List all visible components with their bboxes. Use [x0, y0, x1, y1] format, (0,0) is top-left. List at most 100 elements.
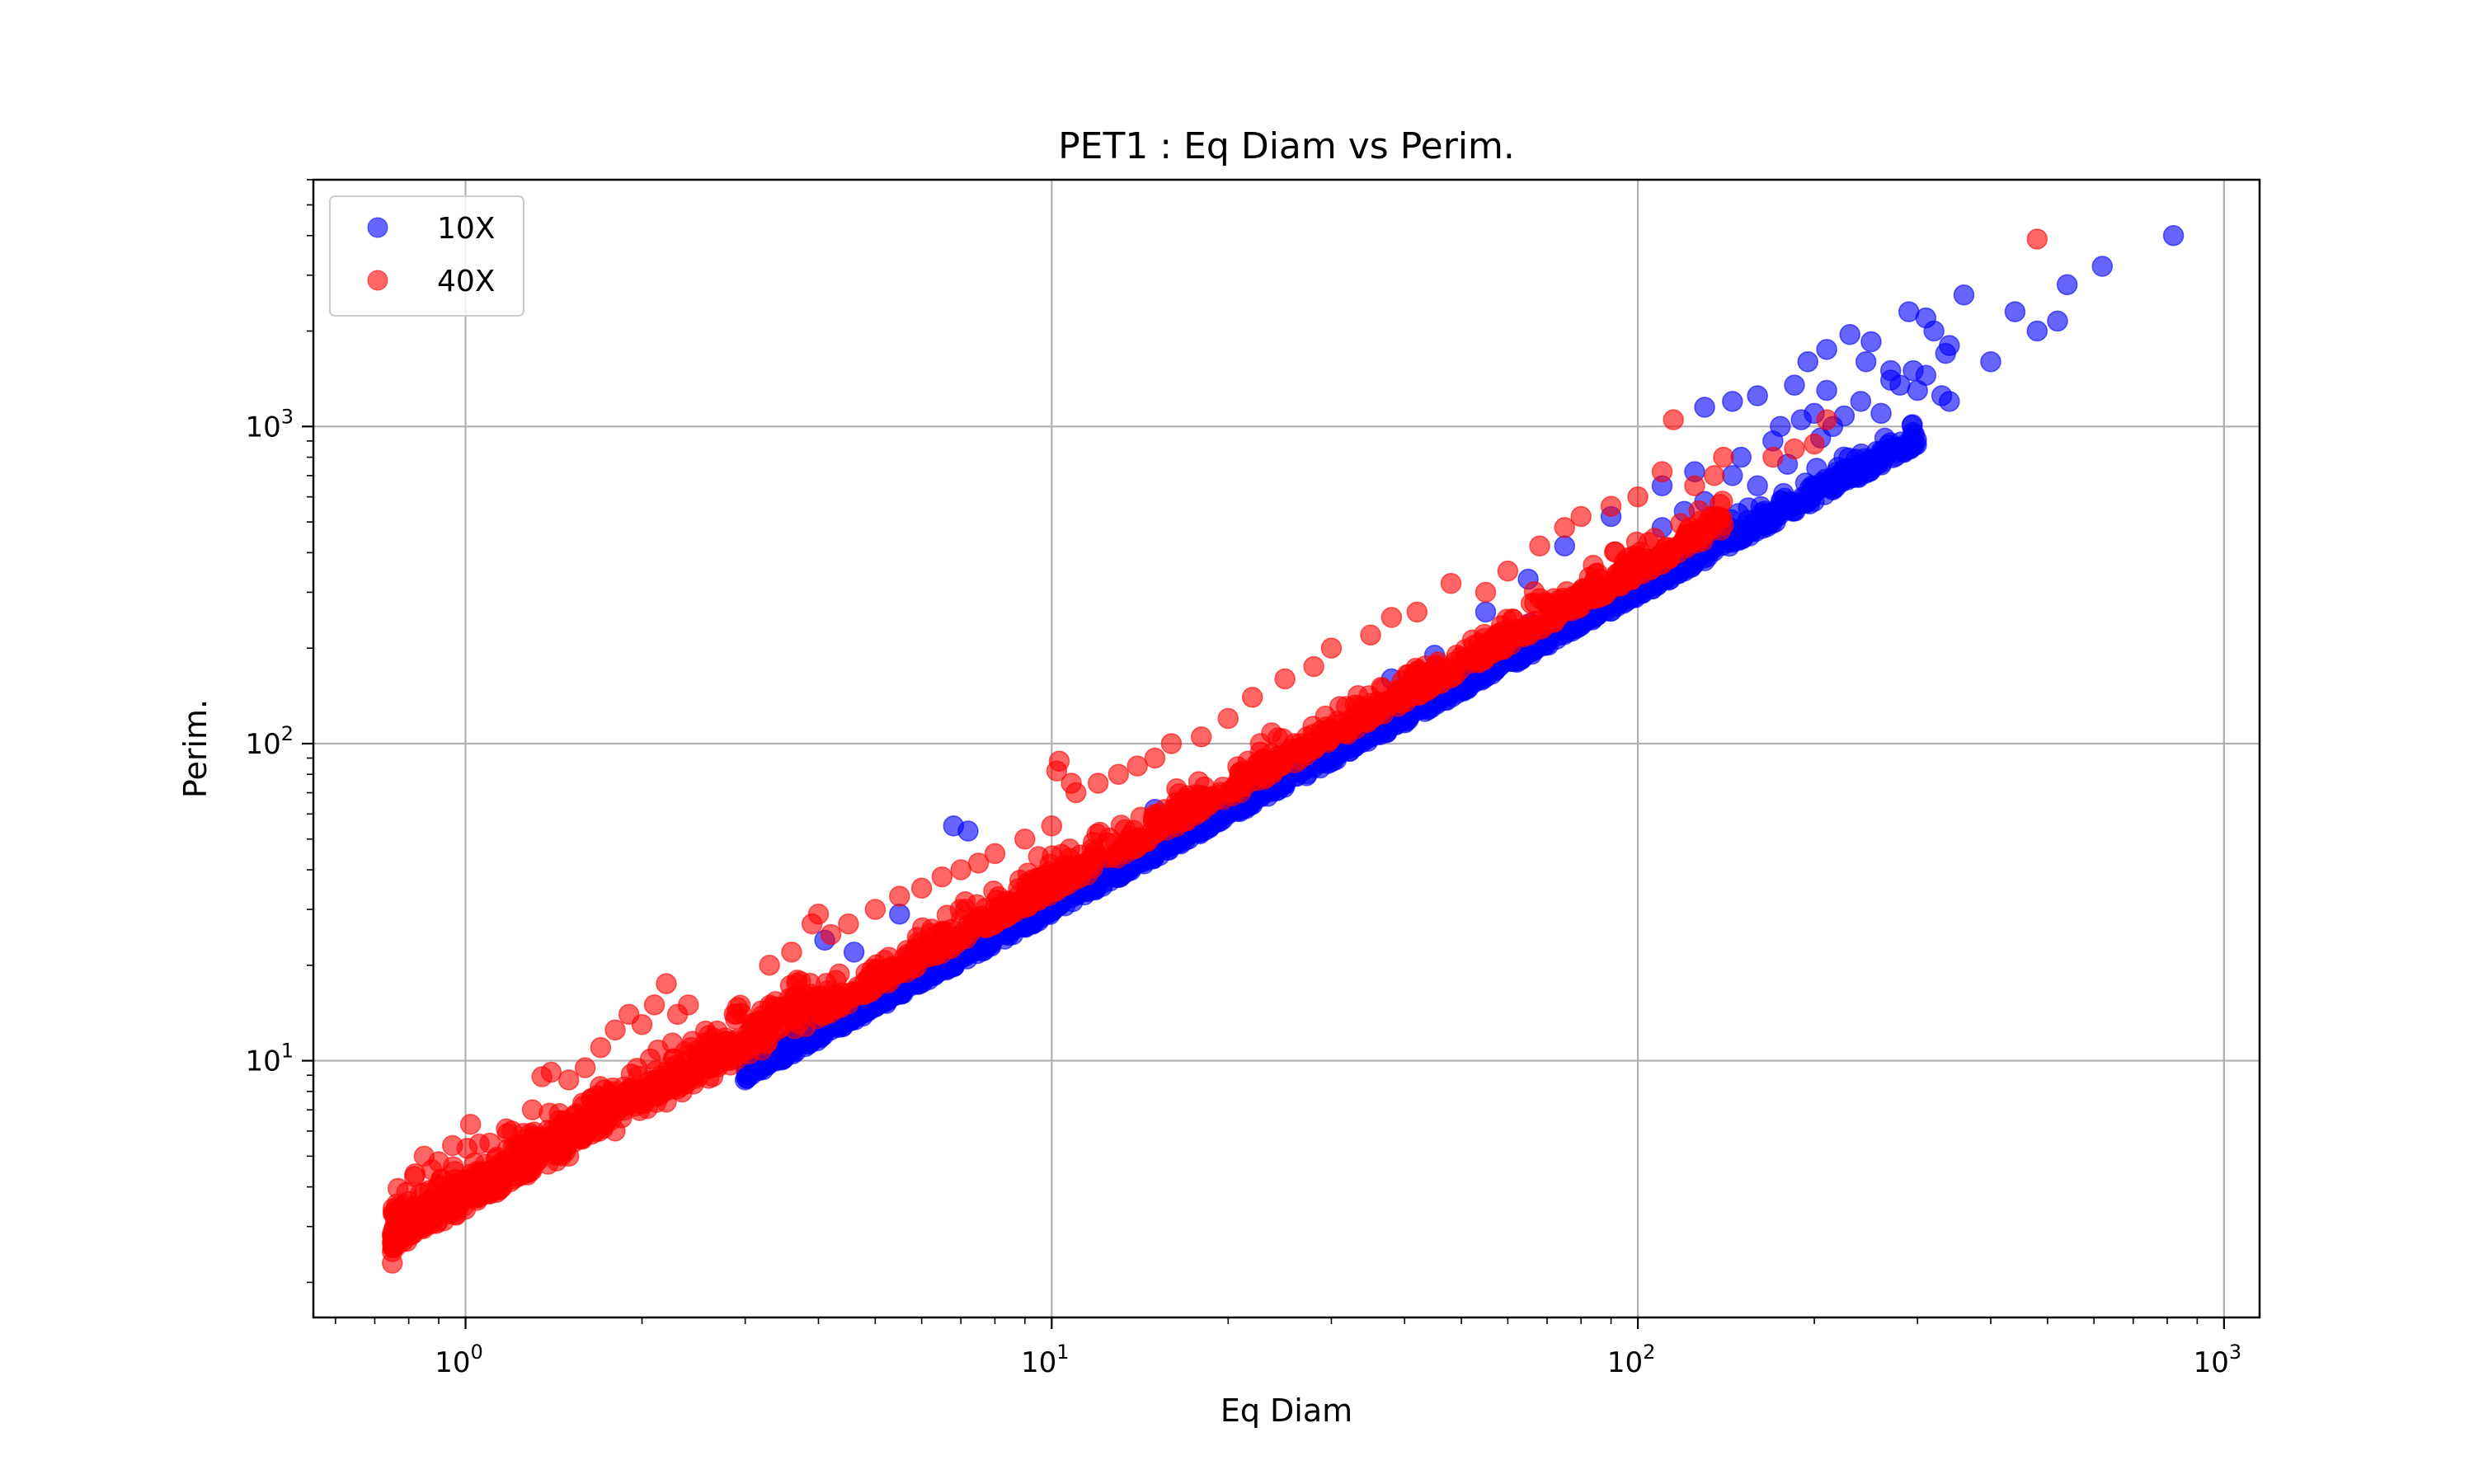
data-point [1027, 867, 1049, 889]
data-point [1241, 686, 1263, 708]
data-point [521, 1157, 543, 1179]
data-point [604, 1019, 626, 1041]
data-point [1750, 507, 1772, 529]
data-point [1879, 369, 1902, 391]
data-point [656, 1092, 677, 1113]
data-point [540, 1061, 562, 1083]
data-point [428, 1151, 449, 1172]
data-point [1284, 752, 1306, 773]
data-point [1939, 391, 1960, 412]
data-point [1700, 505, 1722, 528]
data-point [2026, 320, 2048, 342]
data-point [726, 1003, 747, 1026]
data-point [1799, 490, 1820, 511]
data-point [781, 942, 802, 963]
data-point [557, 1069, 580, 1091]
data-point [675, 1065, 696, 1087]
data-point [1980, 351, 2001, 373]
data-point [2091, 256, 2114, 277]
y-tick-label: 102 [245, 722, 294, 761]
data-point [604, 1120, 626, 1142]
data-point [786, 972, 807, 994]
data-point [984, 843, 1006, 865]
data-point [1733, 527, 1754, 549]
data-point [1554, 517, 1576, 538]
data-point [1651, 461, 1673, 482]
data-point [1144, 747, 1166, 769]
data-point [774, 1047, 796, 1069]
data-point [864, 899, 887, 920]
data-point [1906, 434, 1927, 456]
data-point [1380, 607, 1403, 628]
chart-title: PET1 : Eq Diam vs Perim. [1058, 125, 1515, 167]
data-point [1406, 601, 1428, 623]
data-point [1274, 668, 1296, 690]
data-point [1523, 610, 1545, 632]
data-point [626, 1079, 648, 1101]
data-point [404, 1162, 426, 1185]
data-point [557, 1145, 580, 1167]
data-point [2047, 310, 2068, 332]
data-point [1864, 450, 1886, 472]
data-point [910, 877, 933, 899]
data-point [1747, 385, 1768, 406]
data-point [479, 1183, 501, 1205]
data-point [1816, 379, 1837, 402]
data-point [678, 994, 699, 1016]
data-point [1191, 726, 1212, 748]
data-point [1816, 339, 1837, 360]
data-point [1822, 467, 1843, 489]
data-point [1126, 755, 1148, 777]
data-point [759, 955, 780, 976]
data-point [1176, 810, 1197, 832]
data-point [1160, 733, 1183, 754]
data-point [1923, 320, 1945, 342]
data-point [984, 913, 1006, 935]
data-point [1126, 837, 1148, 858]
data-point [1229, 762, 1250, 784]
data-point [1108, 763, 1130, 785]
data-point [1497, 560, 1519, 582]
data-point [698, 1025, 720, 1046]
data-point [967, 852, 990, 874]
data-point [1230, 782, 1252, 804]
data-point [647, 1039, 669, 1061]
data-point [950, 859, 971, 881]
data-point [1446, 644, 1468, 666]
data-point [2026, 228, 2048, 250]
data-point [793, 992, 816, 1013]
data-point [1564, 594, 1586, 616]
data-point [1870, 402, 1892, 425]
data-point [631, 1013, 653, 1036]
data-point [1169, 783, 1190, 805]
data-point [459, 1114, 482, 1135]
data-point [1713, 446, 1734, 468]
data-point [763, 1011, 784, 1032]
legend: 10X 40X [329, 195, 524, 317]
data-point [643, 994, 666, 1016]
data-point [548, 1110, 571, 1131]
data-point [698, 1068, 720, 1089]
data-point [1684, 475, 1705, 497]
data-point [727, 1033, 749, 1055]
data-point [1816, 409, 1837, 430]
data-point [807, 903, 830, 925]
data-point [1600, 495, 1622, 517]
data-point [2056, 274, 2078, 296]
data-point [750, 1039, 773, 1061]
data-point [931, 866, 953, 888]
data-point [838, 913, 859, 935]
data-point [1578, 566, 1601, 589]
data-point [1554, 535, 1576, 556]
data-point [1041, 815, 1063, 837]
data-point [1779, 491, 1801, 513]
data-point [1676, 524, 1698, 546]
data-point [1320, 637, 1343, 659]
data-point [1694, 397, 1715, 418]
data-point [1028, 890, 1050, 912]
data-point [1953, 284, 1975, 306]
data-point [1730, 446, 1752, 468]
data-point [521, 1099, 543, 1120]
data-point [1627, 486, 1649, 508]
